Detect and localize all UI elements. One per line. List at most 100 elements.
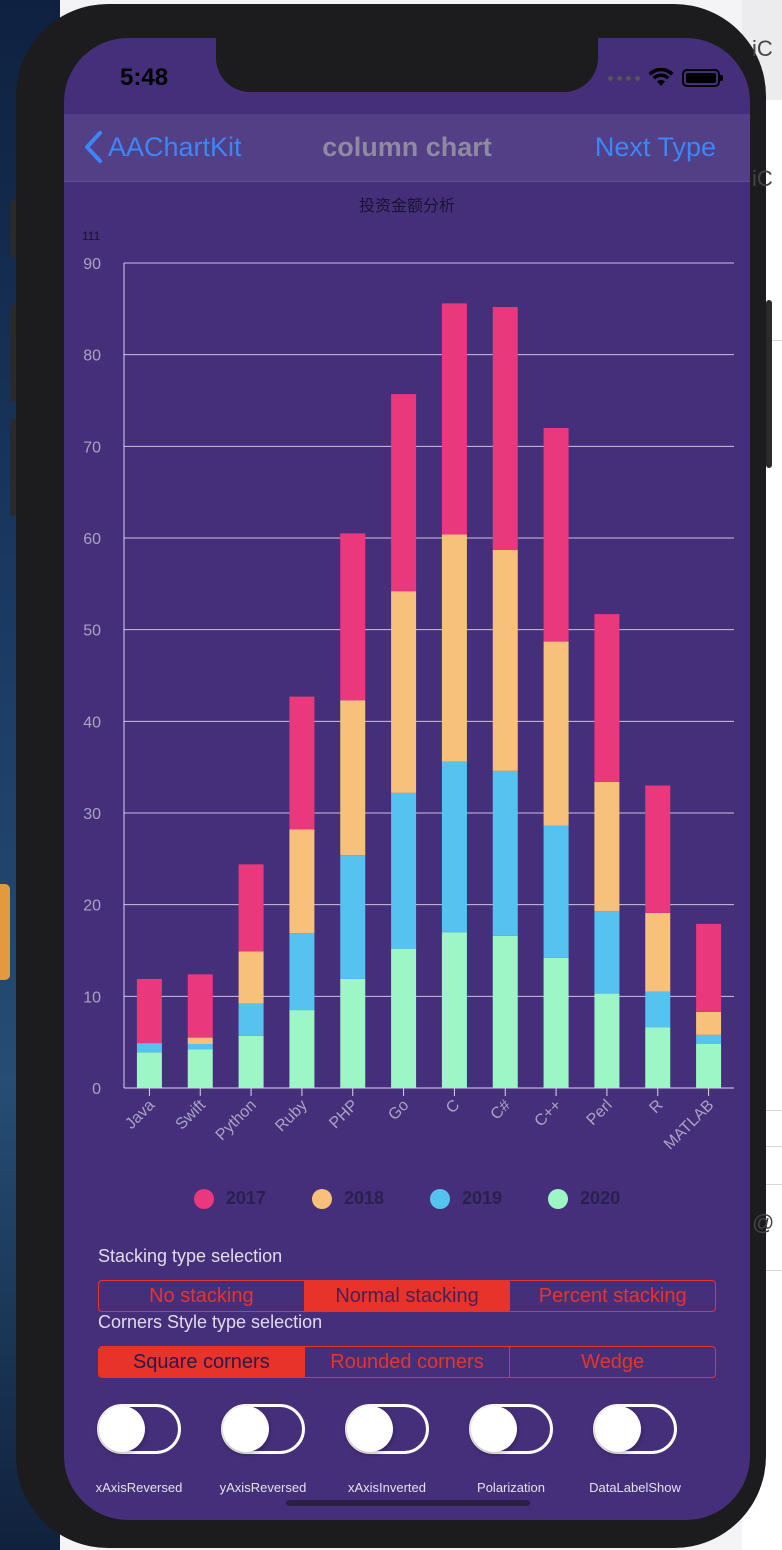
bar-segment-2017 xyxy=(543,428,569,642)
back-button[interactable]: AAChartKit xyxy=(82,130,242,164)
y-tick-label: 30 xyxy=(83,806,101,823)
legend-label: 2020 xyxy=(580,1188,621,1208)
background-text: @ xyxy=(752,1210,775,1235)
legend-dot xyxy=(311,1188,332,1209)
corners-section-title: Corners Style type selection xyxy=(98,1312,323,1332)
bar-segment-2017 xyxy=(187,974,213,1038)
data-label-show-switch[interactable] xyxy=(593,1404,677,1454)
y-tick-label: 50 xyxy=(83,623,101,640)
x-tick-label: C# xyxy=(488,1097,515,1124)
x-axis-reversed-switch[interactable] xyxy=(97,1404,181,1454)
x-tick-label: Java xyxy=(122,1097,158,1133)
legend-label: 2018 xyxy=(343,1188,384,1208)
bar-segment-2020 xyxy=(543,957,569,1088)
chart-legend: 2017 2018 2019 2020 xyxy=(64,1188,750,1209)
bar-segment-2019 xyxy=(136,1043,162,1053)
status-time: 5:48 xyxy=(120,64,169,91)
stacking-section-title: Stacking type selection xyxy=(98,1246,283,1266)
app-screen: 5:48 AAChartKit column chart Next Type 投… xyxy=(64,38,750,1520)
legend-item-2018[interactable]: 2018 xyxy=(311,1188,384,1209)
legend-dot xyxy=(430,1188,450,1209)
bar-segment-2019 xyxy=(645,991,671,1028)
legend-item-2020[interactable]: 2020 xyxy=(548,1188,620,1209)
chart-canvas: 投资金额分析 111 0 10 20 30 40 50 60 70 80 90 Java Swift Pyt… xyxy=(82,196,734,1153)
bar-segment-2017 xyxy=(391,394,417,592)
status-icons xyxy=(608,68,723,88)
bar-segment-2019 xyxy=(492,770,518,936)
bar-segment-2019 xyxy=(696,1034,722,1044)
notch xyxy=(216,38,598,92)
y-tick-label: 70 xyxy=(83,439,101,456)
bar-segment-2019 xyxy=(594,911,620,994)
stacking-option-normal[interactable]: Normal stacking xyxy=(304,1281,511,1311)
next-type-button[interactable]: Next Type xyxy=(594,132,716,162)
legend-label: 2019 xyxy=(462,1188,503,1208)
wifi-icon xyxy=(648,68,674,86)
switch-knob xyxy=(595,1406,641,1452)
toggle-label: yAxisReversed xyxy=(219,1480,307,1495)
toggle-label: DataLabelShow xyxy=(589,1480,681,1495)
bar-segment-2017 xyxy=(696,923,722,1012)
polarization-switch[interactable] xyxy=(469,1404,553,1454)
bar-segment-2019 xyxy=(543,825,569,958)
toggle-x-axis-reversed: xAxisReversed xyxy=(84,1404,194,1495)
bar-segment-2018 xyxy=(340,700,366,856)
stacking-option-none[interactable]: No stacking xyxy=(99,1281,305,1311)
toggle-polarization: Polarization xyxy=(456,1404,566,1495)
bar-segment-2017 xyxy=(492,307,518,550)
background-text: iC xyxy=(752,36,773,61)
corners-option-square[interactable]: Square corners xyxy=(99,1347,305,1377)
volume-up-button xyxy=(10,304,16,402)
bar-segment-2018 xyxy=(391,591,417,793)
bar-segment-2019 xyxy=(441,761,467,933)
switch-knob xyxy=(99,1406,145,1452)
navigation-bar: AAChartKit column chart Next Type xyxy=(64,114,750,182)
y-axis-reversed-switch[interactable] xyxy=(221,1404,305,1454)
switch-knob xyxy=(223,1406,269,1452)
y-tick-label: 60 xyxy=(83,531,101,548)
bar-segment-2017 xyxy=(289,696,315,830)
bar-segment-2020 xyxy=(289,1010,315,1088)
battery-icon xyxy=(682,69,723,87)
toggle-x-axis-inverted: xAxisInverted xyxy=(332,1404,442,1495)
y-tick-label: 10 xyxy=(83,989,101,1006)
bar-segment-2019 xyxy=(289,933,315,1011)
bar-segment-2018 xyxy=(645,912,671,992)
legend-dot xyxy=(548,1188,569,1209)
bar-segment-2017 xyxy=(238,864,264,952)
back-button-label: AAChartKit xyxy=(108,131,242,162)
legend-item-2017[interactable]: 2017 xyxy=(193,1188,266,1209)
bar-segment-2020 xyxy=(187,1049,213,1088)
corners-option-rounded[interactable]: Rounded corners xyxy=(305,1347,511,1377)
x-tick-label: Python xyxy=(213,1097,260,1144)
toggle-data-label-show: DataLabelShow xyxy=(580,1404,690,1495)
y-tick-label: 90 xyxy=(83,256,101,273)
x-tick-label: Go xyxy=(385,1097,412,1124)
y-tick-label: 80 xyxy=(83,348,101,365)
page-title: column chart xyxy=(322,132,492,162)
corners-option-wedge[interactable]: Wedge xyxy=(581,1350,645,1373)
switch-knob xyxy=(347,1406,393,1452)
bar-segment-2017 xyxy=(136,978,162,1044)
x-axis-inverted-switch[interactable] xyxy=(345,1404,429,1454)
toggle-label: xAxisReversed xyxy=(95,1480,183,1495)
column-chart: 投资金额分析 111 0 10 20 30 40 50 60 70 80 90 Java Swift Pyt… xyxy=(64,183,750,1283)
bar-segment-2020 xyxy=(696,1044,722,1088)
bar-segment-2017 xyxy=(340,533,366,701)
bar-segment-2020 xyxy=(136,1052,162,1088)
bar-segment-2020 xyxy=(594,993,620,1088)
home-indicator xyxy=(286,1500,530,1506)
stacking-segmented-control: No stacking Normal stacking Percent stac… xyxy=(98,1280,716,1312)
legend-label: 2017 xyxy=(225,1188,266,1208)
volume-down-button xyxy=(10,418,16,516)
chart-subtitle: 111 xyxy=(82,229,101,243)
stacking-option-percent[interactable]: Percent stacking xyxy=(538,1284,687,1307)
legend-item-2019[interactable]: 2019 xyxy=(430,1188,502,1209)
background-divider xyxy=(752,1184,782,1185)
corners-segmented-control: Square corners Rounded corners Wedge xyxy=(98,1346,716,1378)
x-tick-label: PHP xyxy=(326,1097,361,1132)
bar-segment-2018 xyxy=(238,951,264,1004)
bar-segment-2018 xyxy=(543,641,569,826)
bar-segment-2018 xyxy=(696,1011,722,1035)
x-tick-label: Ruby xyxy=(272,1097,310,1135)
